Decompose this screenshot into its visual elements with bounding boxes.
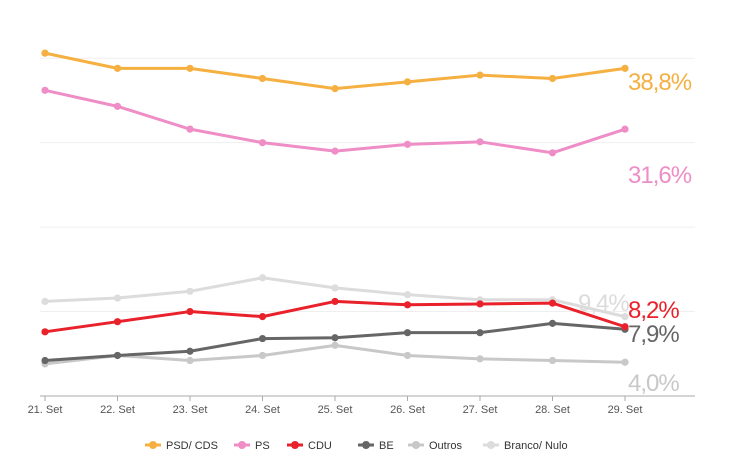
legend-label: CDU [308, 440, 332, 452]
x-axis: 21. Set 22. Set 23. Set 24. Set 25. Set 26. S… [28, 395, 695, 416]
data-point [476, 138, 484, 146]
data-point [113, 102, 122, 110]
series-lines [41, 49, 629, 368]
legend-item-psd-cds: PSD/ CDS [145, 440, 218, 452]
data-point [186, 307, 194, 316]
end-label-outros: 4,0% [628, 370, 679, 397]
legend-label: PSD/ CDS [166, 440, 218, 452]
legend-swatch-dot [412, 441, 420, 449]
x-tick-label: 22. Set [100, 404, 135, 416]
end-label-ps: 31,6% [628, 162, 692, 189]
series-line-branco-nulo [43, 276, 627, 319]
x-tick-label: 29. Set [608, 404, 643, 416]
data-point [403, 301, 412, 309]
legend-item-be: BE [358, 440, 394, 452]
data-point [548, 356, 557, 365]
series-be [41, 319, 629, 365]
data-point [331, 334, 339, 342]
data-point [331, 297, 339, 306]
data-point [41, 356, 49, 365]
legend-label: Branco/ Nulo [504, 440, 568, 452]
data-point [476, 71, 484, 79]
x-tick-label: 26. Set [390, 404, 425, 416]
data-point [186, 287, 194, 295]
data-point [476, 355, 484, 363]
data-point [331, 341, 339, 349]
legend-swatch-dot [487, 441, 495, 449]
data-point [186, 356, 194, 365]
data-point [621, 125, 629, 133]
data-point [186, 347, 194, 355]
legend-swatch-dot [238, 441, 246, 449]
data-point [403, 78, 412, 86]
legend-label: PS [255, 440, 270, 452]
data-point [403, 351, 412, 360]
data-point [113, 318, 122, 326]
data-point [41, 297, 49, 306]
legend-item-ps: PS [234, 440, 270, 452]
x-tick-label: 21. Set [28, 404, 63, 416]
data-point [403, 140, 412, 148]
data-point [621, 313, 629, 321]
data-point [258, 351, 267, 360]
data-point [621, 358, 629, 366]
data-point [258, 334, 267, 343]
data-point [548, 319, 557, 327]
grid-lines [40, 57, 695, 313]
series-psd-cds [41, 49, 629, 93]
legend-swatch-dot [149, 441, 157, 449]
data-point [621, 64, 629, 72]
data-point [113, 294, 122, 302]
legend-label: BE [379, 440, 394, 452]
data-point [548, 149, 557, 157]
x-tick-label: 24. Set [245, 404, 280, 416]
data-point [258, 313, 267, 321]
data-point [476, 329, 484, 337]
series-ps [41, 86, 629, 157]
data-point [331, 284, 339, 292]
data-point [41, 49, 49, 57]
series-cdu [41, 297, 629, 336]
end-label-psd-cds: 38,8% [628, 69, 692, 96]
series-branco-nulo [41, 274, 629, 321]
legend-swatch-dot [362, 441, 370, 449]
data-point [113, 64, 122, 72]
legend-item-branco-nulo: Branco/ Nulo [483, 440, 568, 452]
data-point [186, 125, 194, 133]
legend-label: Outros [429, 440, 463, 452]
data-point [621, 323, 629, 331]
legend-item-cdu: CDU [287, 440, 332, 452]
legend: PSD/ CDS PS CDU BE Outros Branco/ Nulo [145, 440, 568, 452]
x-tick-label: 23. Set [173, 404, 208, 416]
data-point [331, 147, 339, 155]
data-point [331, 85, 339, 93]
x-tick-label: 27. Set [463, 404, 498, 416]
data-point [186, 64, 194, 72]
legend-item-outros: Outros [408, 440, 463, 452]
data-point [258, 139, 267, 147]
data-point [548, 299, 557, 307]
data-point [258, 274, 267, 282]
data-point [403, 291, 412, 299]
end-label-cdu: 8,2% [628, 297, 679, 324]
data-point [476, 300, 484, 308]
data-point [113, 351, 122, 360]
data-point [403, 329, 412, 337]
end-label-be: 7,9% [628, 321, 679, 348]
data-point [41, 328, 49, 336]
data-point [548, 74, 557, 83]
series-line-ps [43, 88, 627, 155]
end-labels: 38,8% 31,6% 8,2%7,9% 4,0% 9,4% [578, 69, 693, 397]
legend-swatch-dot [291, 441, 299, 449]
end-label-branco-nulo: 9,4% [578, 290, 629, 317]
x-tick-label: 25. Set [318, 404, 353, 416]
data-point [41, 86, 49, 94]
data-point [258, 74, 267, 83]
x-tick-label: 28. Set [535, 404, 570, 416]
series-line-cdu [43, 299, 627, 334]
